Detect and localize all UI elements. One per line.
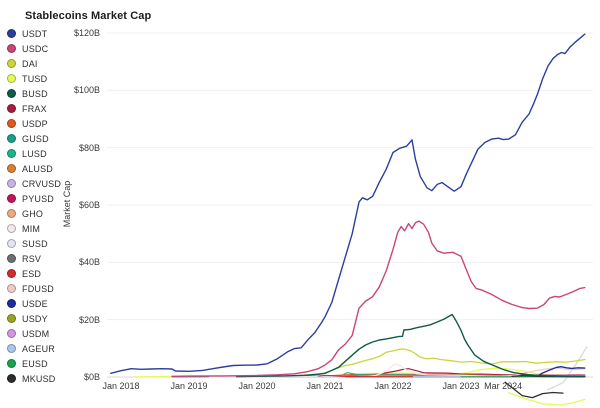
legend: USDT USDC DAI TUSD BUSD FRAX USDP GUSD LUSD ALUSD… [7, 26, 105, 386]
susd-swatch-icon [7, 239, 16, 248]
series-line-usdt [110, 33, 586, 374]
legend-label: USDC [22, 43, 49, 54]
mkusd-swatch-icon [7, 374, 16, 383]
legend-item-dai[interactable]: DAI [7, 56, 105, 71]
legend-label: FRAX [22, 103, 47, 114]
x-tick-jan-2021: Jan 2021 [306, 381, 344, 391]
legend-label: TUSD [22, 73, 48, 84]
gusd-swatch-icon [7, 134, 16, 143]
gho-swatch-icon [7, 209, 16, 218]
x-tick-jan-2018: Jan 2018 [102, 381, 140, 391]
legend-item-esd[interactable]: ESD [7, 266, 105, 281]
legend-label: LUSD [22, 148, 47, 159]
artifact-line-stray-gray [546, 346, 588, 391]
x-tick-jan-2022: Jan 2022 [374, 381, 412, 391]
eusd-swatch-icon [7, 359, 16, 368]
legend-label: CRVUSD [22, 178, 62, 189]
y-tick-120: $120B [73, 27, 100, 38]
series-line-usdc [171, 220, 586, 377]
y-tick-100: $100B [73, 85, 100, 96]
legend-label: AGEUR [22, 343, 56, 354]
series-line-fdusd [501, 367, 586, 377]
usdc-swatch-icon [7, 44, 16, 53]
legend-item-usdy[interactable]: USDY [7, 311, 105, 326]
legend-label: ALUSD [22, 163, 54, 174]
usde-swatch-icon [7, 299, 16, 308]
y-tick-80: $80B [78, 142, 100, 153]
legend-item-usdc[interactable]: USDC [7, 41, 105, 56]
legend-label: USDT [22, 28, 48, 39]
legend-item-frax[interactable]: FRAX [7, 101, 105, 116]
usdy-swatch-icon [7, 314, 16, 323]
legend-item-busd[interactable]: BUSD [7, 86, 105, 101]
page-title: Stablecoins Market Cap [25, 10, 152, 22]
series-line-usde [536, 366, 586, 377]
legend-label: PYUSD [22, 193, 55, 204]
x-tick-jan-2023: Jan 2023 [442, 381, 480, 391]
legend-item-gusd[interactable]: GUSD [7, 131, 105, 146]
usdp-swatch-icon [7, 119, 16, 128]
legend-item-fdusd[interactable]: FDUSD [7, 281, 105, 296]
legend-item-tusd[interactable]: TUSD [7, 71, 105, 86]
legend-label: USDE [22, 298, 48, 309]
legend-item-alusd[interactable]: ALUSD [7, 161, 105, 176]
x-tick-mar-2024: Mar 2024 [484, 381, 523, 391]
legend-item-lusd[interactable]: LUSD [7, 146, 105, 161]
pyusd-swatch-icon [7, 194, 16, 203]
legend-item-susd[interactable]: SUSD [7, 236, 105, 251]
alusd-swatch-icon [7, 164, 16, 173]
legend-item-usdp[interactable]: USDP [7, 116, 105, 131]
x-tick-jan-2019: Jan 2019 [170, 381, 208, 391]
legend-label: GUSD [22, 133, 49, 144]
artifact-line-stray-yellow [507, 392, 586, 406]
legend-item-rsv[interactable]: RSV [7, 251, 105, 266]
legend-label: MIM [22, 223, 41, 234]
usdm-swatch-icon [7, 329, 16, 338]
y-tick-20: $20B [78, 314, 100, 325]
legend-label: USDY [22, 313, 48, 324]
ageur-swatch-icon [7, 344, 16, 353]
y-tick-0: $0B [83, 372, 100, 382]
y-tick-60: $60B [78, 199, 100, 210]
mim-swatch-icon [7, 224, 16, 233]
legend-item-usdt[interactable]: USDT [7, 26, 105, 41]
legend-label: EUSD [22, 358, 48, 369]
dai-swatch-icon [7, 59, 16, 68]
lusd-swatch-icon [7, 149, 16, 158]
legend-label: RSV [22, 253, 42, 264]
frax-swatch-icon [7, 104, 16, 113]
legend-label: USDP [22, 118, 48, 129]
legend-label: USDM [22, 328, 50, 339]
legend-item-ageur[interactable]: AGEUR [7, 341, 105, 356]
legend-label: SUSD [22, 238, 48, 249]
tusd-swatch-icon [7, 74, 16, 83]
legend-item-mim[interactable]: MIM [7, 221, 105, 236]
busd-swatch-icon [7, 89, 16, 98]
legend-label: GHO [22, 208, 44, 219]
legend-item-pyusd[interactable]: PYUSD [7, 191, 105, 206]
legend-item-usdm[interactable]: USDM [7, 326, 105, 341]
rsv-swatch-icon [7, 254, 16, 263]
usdt-swatch-icon [7, 29, 16, 38]
y-tick-40: $40B [78, 257, 100, 268]
legend-item-eusd[interactable]: EUSD [7, 356, 105, 371]
legend-label: DAI [22, 58, 38, 69]
series-line-busd [235, 313, 586, 378]
artifact-line-stray-black [504, 381, 564, 399]
crvusd-swatch-icon [7, 179, 16, 188]
esd-swatch-icon [7, 269, 16, 278]
legend-item-usde[interactable]: USDE [7, 296, 105, 311]
legend-label: ESD [22, 268, 42, 279]
legend-label: MKUSD [22, 373, 56, 384]
legend-item-crvusd[interactable]: CRVUSD [7, 176, 105, 191]
legend-item-gho[interactable]: GHO [7, 206, 105, 221]
legend-label: BUSD [22, 88, 48, 99]
x-tick-jan-2020: Jan 2020 [238, 381, 276, 391]
legend-item-mkusd[interactable]: MKUSD [7, 371, 105, 386]
fdusd-swatch-icon [7, 284, 16, 293]
legend-label: FDUSD [22, 283, 54, 294]
